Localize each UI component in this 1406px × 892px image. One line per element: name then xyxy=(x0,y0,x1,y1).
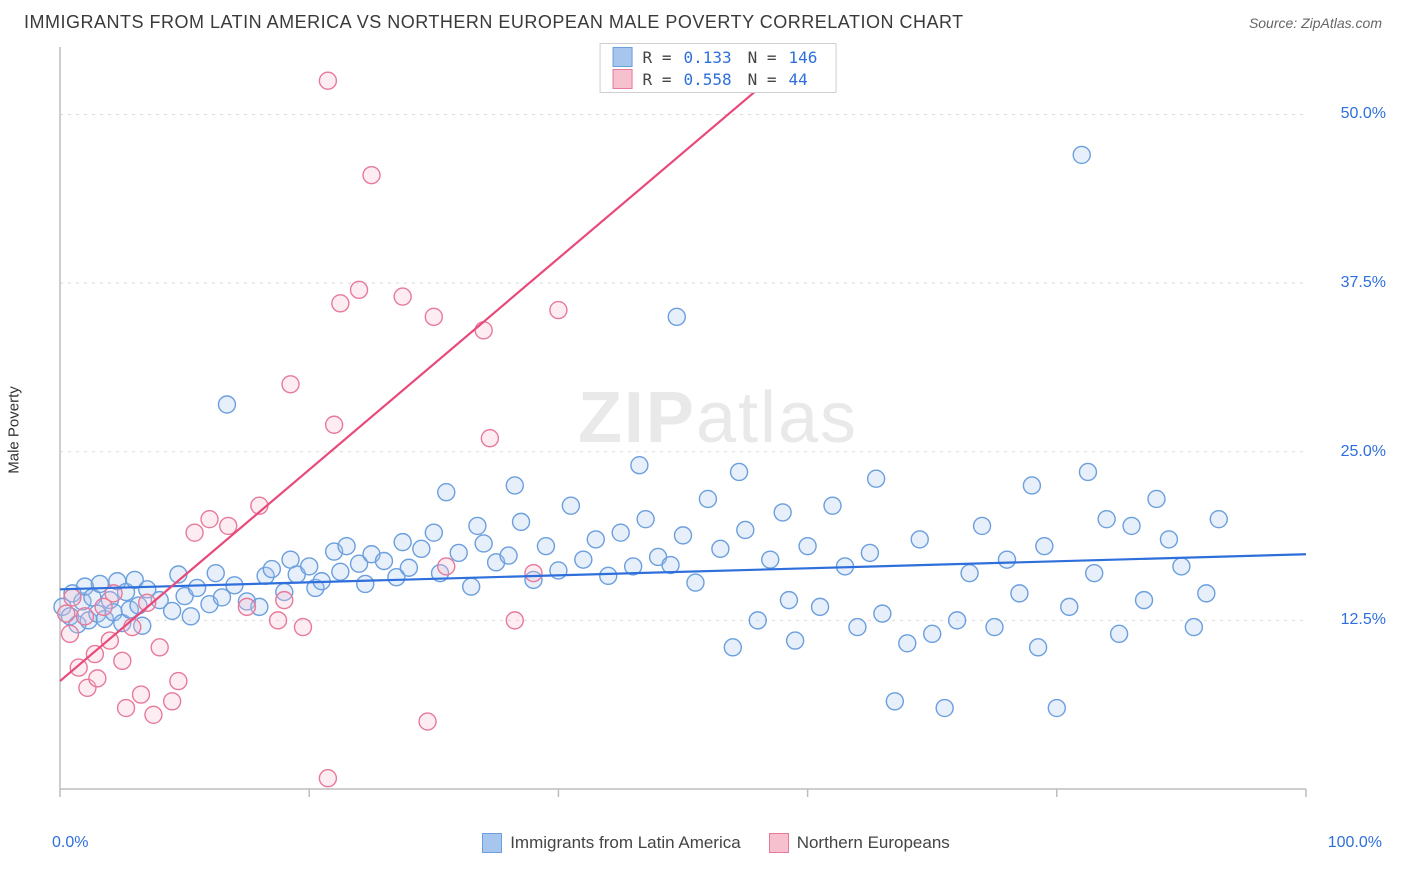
x-min-label: 0.0% xyxy=(52,834,88,852)
legend-item-latin-america: Immigrants from Latin America xyxy=(482,833,741,853)
n-label: N = xyxy=(748,70,777,89)
scatter-plot xyxy=(50,39,1386,829)
r-label: R = xyxy=(643,48,672,67)
y-tick-label: 37.5% xyxy=(1341,274,1386,292)
x-max-label: 100.0% xyxy=(1328,834,1382,852)
y-tick-label: 50.0% xyxy=(1341,105,1386,123)
correlation-legend-row-1: R = 0.133 N = 146 xyxy=(601,46,836,68)
n-value: 44 xyxy=(789,70,808,89)
y-axis-label: Male Poverty xyxy=(6,386,23,474)
correlation-legend-row-2: R = 0.558 N = 44 xyxy=(601,68,836,90)
y-tick-label: 12.5% xyxy=(1341,611,1386,629)
n-label: N = xyxy=(748,48,777,67)
chart-title: IMMIGRANTS FROM LATIN AMERICA VS NORTHER… xyxy=(24,12,964,33)
r-value: 0.558 xyxy=(683,70,731,89)
swatch-pink xyxy=(613,69,633,89)
r-value: 0.133 xyxy=(683,48,731,67)
source-label: Source: ZipAtlas.com xyxy=(1249,15,1382,31)
swatch-pink xyxy=(769,833,789,853)
plot-host: ZIPatlas R = 0.133 N = 146 R = 0.558 N =… xyxy=(50,39,1386,829)
bottom-bar: 0.0% Immigrants from Latin America North… xyxy=(0,833,1406,853)
n-value: 146 xyxy=(789,48,818,67)
legend-label: Northern Europeans xyxy=(797,833,950,853)
r-label: R = xyxy=(643,70,672,89)
legend-item-northern-european: Northern Europeans xyxy=(769,833,950,853)
legend-label: Immigrants from Latin America xyxy=(510,833,741,853)
y-tick-label: 25.0% xyxy=(1341,443,1386,461)
swatch-blue xyxy=(482,833,502,853)
correlation-legend: R = 0.133 N = 146 R = 0.558 N = 44 xyxy=(600,43,837,93)
series-legend: Immigrants from Latin America Northern E… xyxy=(482,833,950,853)
swatch-blue xyxy=(613,47,633,67)
